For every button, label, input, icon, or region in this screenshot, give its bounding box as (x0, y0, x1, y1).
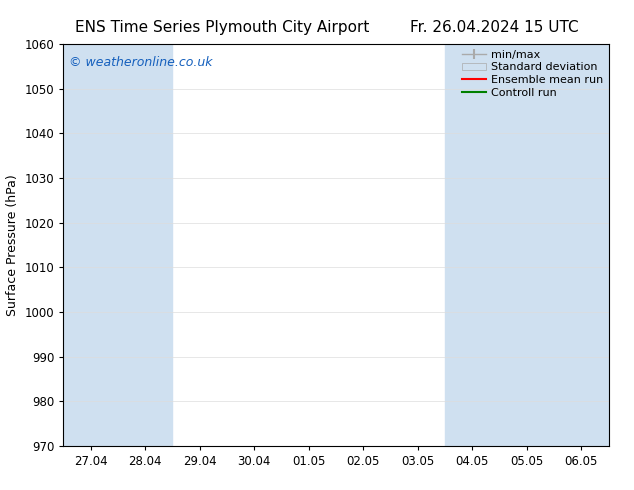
Y-axis label: Surface Pressure (hPa): Surface Pressure (hPa) (6, 174, 19, 316)
Bar (63, 44, 172, 446)
Bar (445, 44, 609, 446)
Text: © weatheronline.co.uk: © weatheronline.co.uk (69, 56, 212, 69)
Legend: min/max, Standard deviation, Ensemble mean run, Controll run: min/max, Standard deviation, Ensemble me… (458, 47, 606, 101)
Text: Fr. 26.04.2024 15 UTC: Fr. 26.04.2024 15 UTC (410, 20, 579, 35)
Text: ENS Time Series Plymouth City Airport: ENS Time Series Plymouth City Airport (75, 20, 369, 35)
